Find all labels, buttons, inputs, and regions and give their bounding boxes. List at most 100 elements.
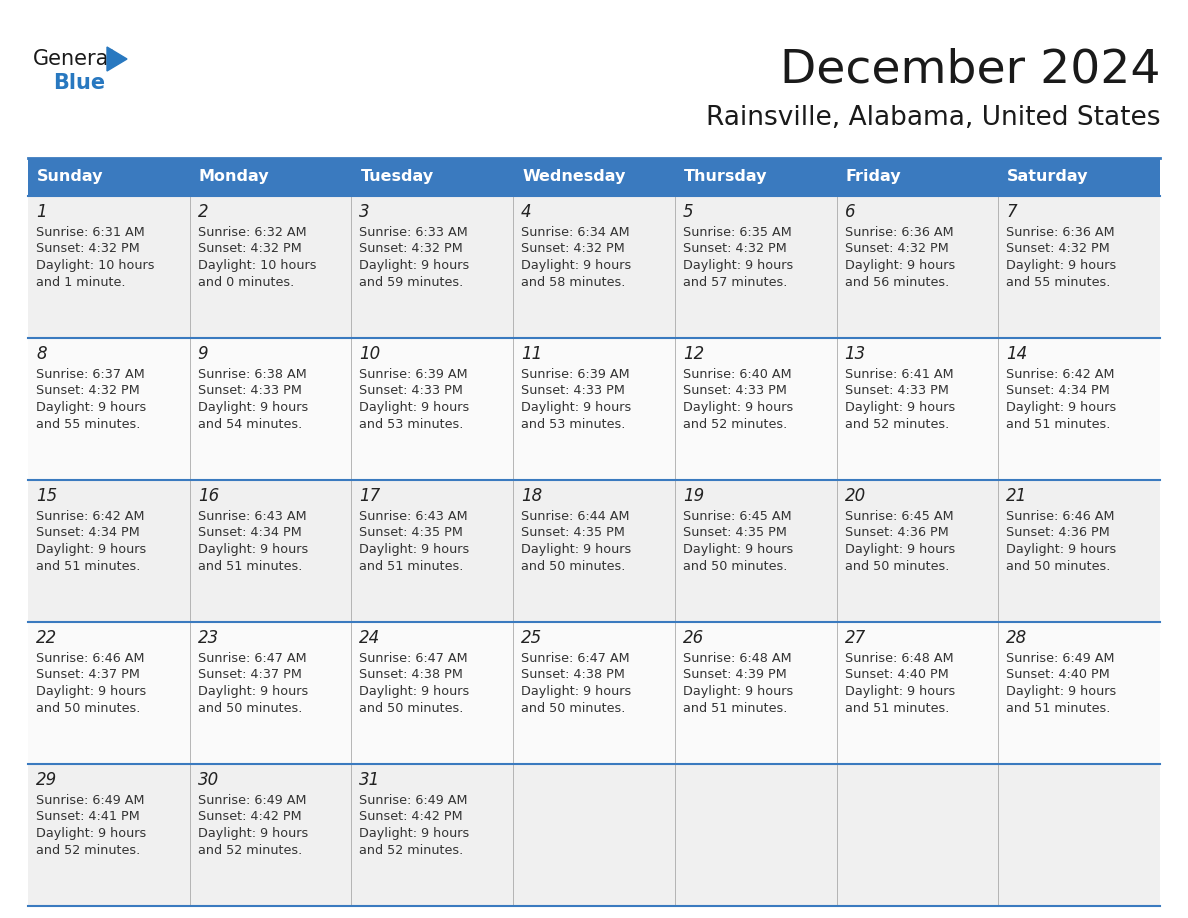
Text: 12: 12 bbox=[683, 345, 704, 363]
Text: Sunset: 4:32 PM: Sunset: 4:32 PM bbox=[36, 385, 140, 397]
Text: and 56 minutes.: and 56 minutes. bbox=[845, 276, 949, 289]
Text: Sunrise: 6:38 AM: Sunrise: 6:38 AM bbox=[197, 367, 307, 380]
Text: General: General bbox=[33, 49, 115, 69]
Text: and 1 minute.: and 1 minute. bbox=[36, 276, 126, 289]
Text: 28: 28 bbox=[1006, 629, 1028, 647]
Text: Sunset: 4:42 PM: Sunset: 4:42 PM bbox=[360, 811, 463, 823]
Text: Sunset: 4:40 PM: Sunset: 4:40 PM bbox=[845, 668, 948, 681]
Text: Daylight: 9 hours: Daylight: 9 hours bbox=[845, 543, 955, 556]
Text: Sunset: 4:37 PM: Sunset: 4:37 PM bbox=[36, 668, 140, 681]
Bar bbox=[352, 480, 513, 622]
Bar bbox=[29, 338, 190, 480]
Text: Daylight: 9 hours: Daylight: 9 hours bbox=[1006, 543, 1117, 556]
Bar bbox=[675, 764, 836, 906]
Text: Sunset: 4:33 PM: Sunset: 4:33 PM bbox=[683, 385, 786, 397]
Text: Sunset: 4:36 PM: Sunset: 4:36 PM bbox=[1006, 527, 1110, 540]
Text: 23: 23 bbox=[197, 629, 219, 647]
Text: and 52 minutes.: and 52 minutes. bbox=[683, 419, 788, 431]
Text: 10: 10 bbox=[360, 345, 380, 363]
Text: Daylight: 9 hours: Daylight: 9 hours bbox=[197, 827, 308, 841]
Text: Tuesday: Tuesday bbox=[360, 170, 434, 185]
Text: Sunrise: 6:49 AM: Sunrise: 6:49 AM bbox=[36, 793, 145, 807]
Text: Daylight: 9 hours: Daylight: 9 hours bbox=[683, 401, 794, 415]
Text: Sunrise: 6:41 AM: Sunrise: 6:41 AM bbox=[845, 367, 953, 380]
Text: Daylight: 9 hours: Daylight: 9 hours bbox=[845, 260, 955, 273]
Text: Daylight: 9 hours: Daylight: 9 hours bbox=[683, 260, 794, 273]
Text: Sunset: 4:32 PM: Sunset: 4:32 PM bbox=[522, 242, 625, 255]
Text: Daylight: 9 hours: Daylight: 9 hours bbox=[36, 543, 146, 556]
Text: Sunrise: 6:43 AM: Sunrise: 6:43 AM bbox=[197, 509, 307, 522]
Bar bbox=[190, 158, 352, 196]
Text: and 50 minutes.: and 50 minutes. bbox=[197, 702, 302, 715]
Text: 20: 20 bbox=[845, 487, 866, 505]
Text: Sunset: 4:40 PM: Sunset: 4:40 PM bbox=[1006, 668, 1110, 681]
Text: 5: 5 bbox=[683, 203, 694, 221]
Bar bbox=[675, 480, 836, 622]
Text: 14: 14 bbox=[1006, 345, 1028, 363]
Text: 11: 11 bbox=[522, 345, 543, 363]
Text: 30: 30 bbox=[197, 771, 219, 789]
Text: Sunrise: 6:46 AM: Sunrise: 6:46 AM bbox=[36, 652, 145, 665]
Bar bbox=[190, 338, 352, 480]
Text: Daylight: 9 hours: Daylight: 9 hours bbox=[36, 827, 146, 841]
Text: Sunrise: 6:42 AM: Sunrise: 6:42 AM bbox=[36, 509, 145, 522]
Text: 3: 3 bbox=[360, 203, 369, 221]
Text: 27: 27 bbox=[845, 629, 866, 647]
Bar bbox=[998, 622, 1159, 764]
Text: and 50 minutes.: and 50 minutes. bbox=[683, 561, 788, 574]
Text: 17: 17 bbox=[360, 487, 380, 505]
Text: 26: 26 bbox=[683, 629, 704, 647]
Text: Sunrise: 6:44 AM: Sunrise: 6:44 AM bbox=[522, 509, 630, 522]
Text: 18: 18 bbox=[522, 487, 543, 505]
Bar bbox=[29, 158, 190, 196]
Text: Sunset: 4:32 PM: Sunset: 4:32 PM bbox=[683, 242, 786, 255]
Text: and 50 minutes.: and 50 minutes. bbox=[360, 702, 463, 715]
Text: Sunday: Sunday bbox=[37, 170, 103, 185]
Text: 9: 9 bbox=[197, 345, 208, 363]
Text: Thursday: Thursday bbox=[684, 170, 767, 185]
Text: 2: 2 bbox=[197, 203, 208, 221]
Bar bbox=[190, 480, 352, 622]
Text: Sunrise: 6:47 AM: Sunrise: 6:47 AM bbox=[197, 652, 307, 665]
Text: Sunset: 4:38 PM: Sunset: 4:38 PM bbox=[360, 668, 463, 681]
Text: Friday: Friday bbox=[846, 170, 902, 185]
Text: Daylight: 10 hours: Daylight: 10 hours bbox=[197, 260, 316, 273]
Text: and 59 minutes.: and 59 minutes. bbox=[360, 276, 463, 289]
Text: Sunset: 4:35 PM: Sunset: 4:35 PM bbox=[522, 527, 625, 540]
Text: Daylight: 9 hours: Daylight: 9 hours bbox=[522, 260, 631, 273]
Text: and 57 minutes.: and 57 minutes. bbox=[683, 276, 788, 289]
Text: Daylight: 9 hours: Daylight: 9 hours bbox=[360, 543, 469, 556]
Text: and 51 minutes.: and 51 minutes. bbox=[36, 561, 140, 574]
Text: Sunrise: 6:49 AM: Sunrise: 6:49 AM bbox=[1006, 652, 1114, 665]
Text: Daylight: 9 hours: Daylight: 9 hours bbox=[360, 686, 469, 699]
Text: Sunrise: 6:34 AM: Sunrise: 6:34 AM bbox=[522, 226, 630, 239]
Text: Saturday: Saturday bbox=[1007, 170, 1088, 185]
Text: Daylight: 9 hours: Daylight: 9 hours bbox=[360, 827, 469, 841]
Text: December 2024: December 2024 bbox=[779, 48, 1159, 93]
Text: Sunrise: 6:47 AM: Sunrise: 6:47 AM bbox=[360, 652, 468, 665]
Bar bbox=[836, 480, 998, 622]
Text: Daylight: 9 hours: Daylight: 9 hours bbox=[360, 260, 469, 273]
Text: Daylight: 9 hours: Daylight: 9 hours bbox=[522, 543, 631, 556]
Bar bbox=[190, 622, 352, 764]
Text: 31: 31 bbox=[360, 771, 380, 789]
Text: and 51 minutes.: and 51 minutes. bbox=[1006, 702, 1111, 715]
Text: and 53 minutes.: and 53 minutes. bbox=[360, 419, 463, 431]
Text: Daylight: 9 hours: Daylight: 9 hours bbox=[845, 686, 955, 699]
Bar bbox=[352, 622, 513, 764]
Text: Sunrise: 6:45 AM: Sunrise: 6:45 AM bbox=[845, 509, 953, 522]
Bar bbox=[998, 480, 1159, 622]
Bar bbox=[998, 338, 1159, 480]
Text: and 50 minutes.: and 50 minutes. bbox=[522, 561, 626, 574]
Text: Sunset: 4:35 PM: Sunset: 4:35 PM bbox=[683, 527, 786, 540]
Text: Sunrise: 6:40 AM: Sunrise: 6:40 AM bbox=[683, 367, 791, 380]
Text: Sunrise: 6:32 AM: Sunrise: 6:32 AM bbox=[197, 226, 307, 239]
Text: and 51 minutes.: and 51 minutes. bbox=[1006, 419, 1111, 431]
Text: and 55 minutes.: and 55 minutes. bbox=[1006, 276, 1111, 289]
Text: and 51 minutes.: and 51 minutes. bbox=[683, 702, 788, 715]
Text: Sunrise: 6:49 AM: Sunrise: 6:49 AM bbox=[360, 793, 468, 807]
Text: Rainsville, Alabama, United States: Rainsville, Alabama, United States bbox=[706, 105, 1159, 131]
Text: and 51 minutes.: and 51 minutes. bbox=[360, 561, 463, 574]
Text: Sunrise: 6:48 AM: Sunrise: 6:48 AM bbox=[845, 652, 953, 665]
Text: Daylight: 9 hours: Daylight: 9 hours bbox=[1006, 260, 1117, 273]
